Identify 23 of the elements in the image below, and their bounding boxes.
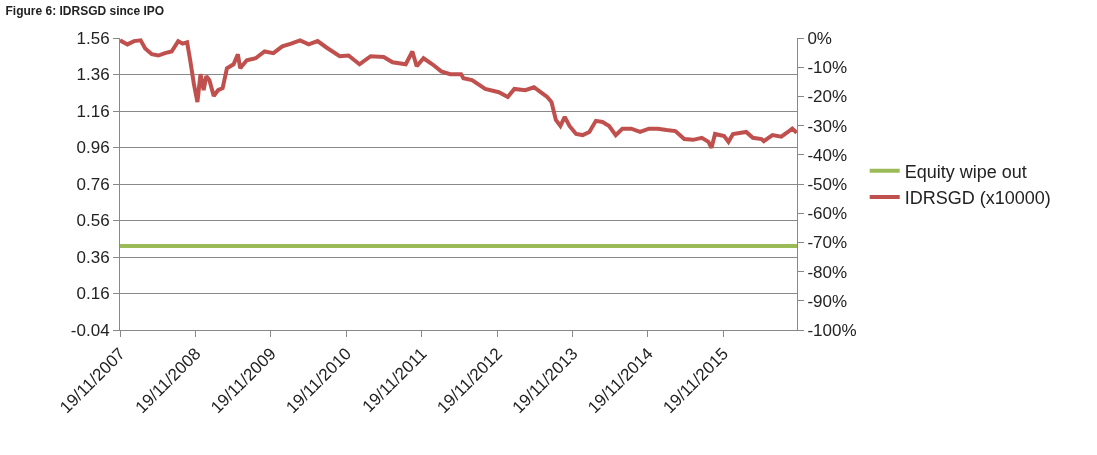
legend-label: IDRSGD (x10000) bbox=[904, 188, 1051, 209]
chart-title: Figure 6: IDRSGD since IPO bbox=[5, 4, 165, 19]
y-tick-label: -0.04 bbox=[70, 320, 110, 340]
y-tick-label: 0.96 bbox=[76, 138, 110, 158]
legend-label: Equity wipe out bbox=[904, 161, 1027, 182]
y-tick-label: 0.56 bbox=[76, 211, 110, 231]
y-tick-label: 1.36 bbox=[76, 65, 110, 85]
y2-tick-label: -80% bbox=[807, 262, 848, 282]
y-tick-label: 0.36 bbox=[76, 247, 110, 267]
y-tick-label: 0.16 bbox=[76, 284, 110, 304]
y-tick-label: 1.56 bbox=[76, 28, 110, 48]
y2-tick-label: -30% bbox=[807, 116, 848, 136]
y2-tick-label: -50% bbox=[807, 174, 848, 194]
y2-tick-label: 0% bbox=[807, 28, 832, 48]
y2-tick-label: -70% bbox=[807, 233, 848, 253]
y2-tick-label: -90% bbox=[807, 291, 848, 311]
y2-tick-label: -10% bbox=[807, 58, 848, 78]
y2-tick-label: -40% bbox=[807, 145, 848, 165]
y-tick-label: 1.16 bbox=[76, 101, 110, 121]
y2-tick-label: -20% bbox=[807, 87, 848, 107]
y2-tick-label: -100% bbox=[807, 320, 857, 340]
y2-tick-label: -60% bbox=[807, 204, 848, 224]
y-tick-label: 0.76 bbox=[76, 174, 110, 194]
